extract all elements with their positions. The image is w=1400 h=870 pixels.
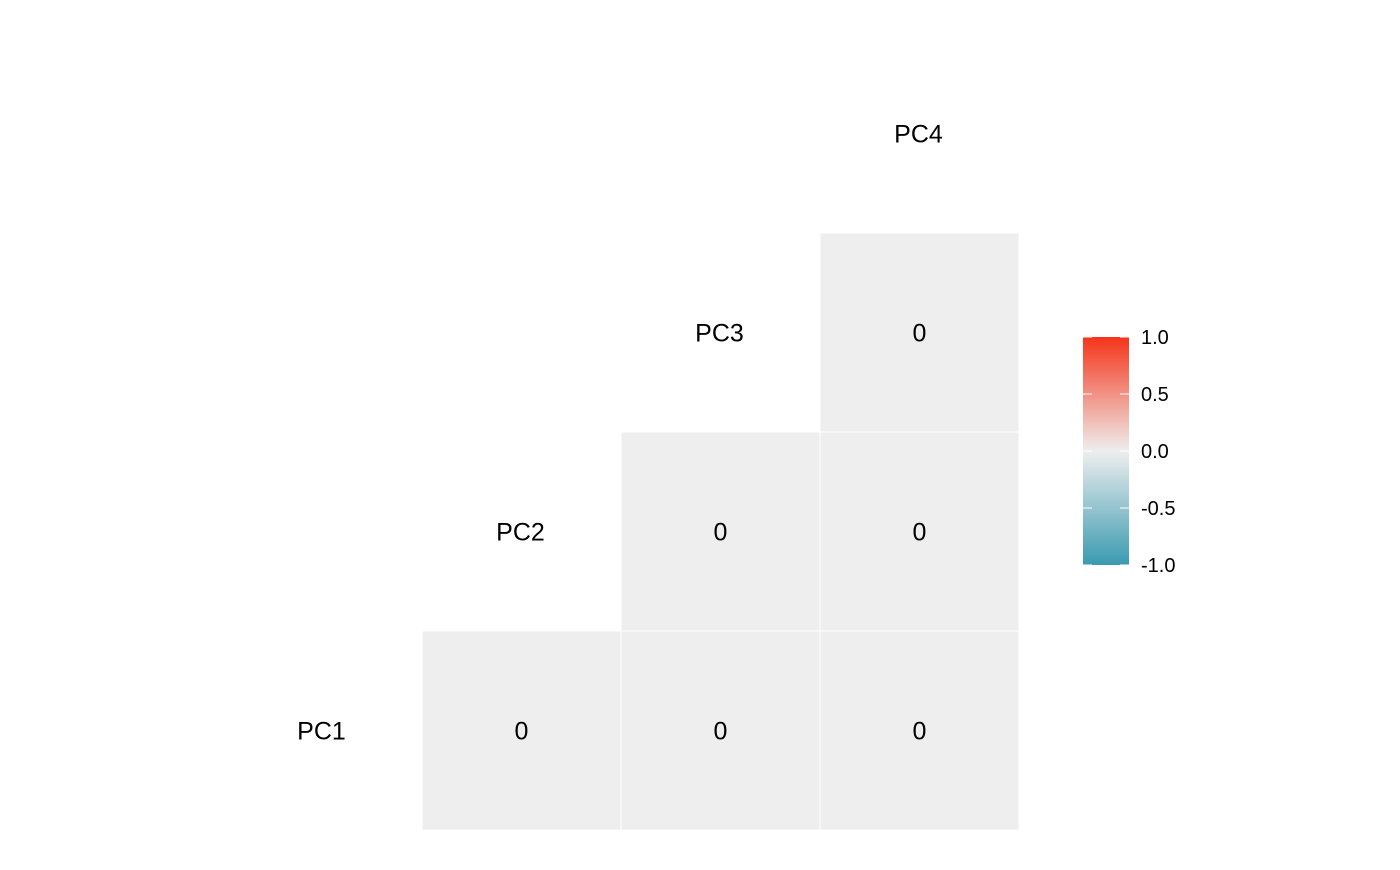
legend-tick-label: 0.5 (1141, 384, 1169, 406)
legend-tick-label: 0.0 (1141, 441, 1169, 463)
variable-label-pc3: PC3 (695, 319, 744, 347)
variable-label-pc1: PC1 (297, 717, 346, 745)
color-legend: 1.0 0.5 0.0 -0.5 -1.0 (1083, 327, 1175, 577)
heatmap-cell-pc1-pc3 (620, 630, 821, 831)
heatmap-cell-pc1-pc2 (421, 630, 622, 831)
variable-label-pc4: PC4 (894, 120, 943, 148)
variable-labels: PC1 PC2 PC3 PC4 (297, 120, 943, 745)
heatmap-cell-pc3-pc4 (819, 232, 1020, 433)
heatmap-cell-pc1-pc4 (819, 630, 1020, 831)
heatmap-cell-pc2-pc3 (620, 431, 821, 632)
heatmap-cell-pc2-pc4 (819, 431, 1020, 632)
cell-value-label: 0 (913, 518, 927, 546)
cell-value-label: 0 (913, 319, 927, 347)
variable-label-pc2: PC2 (496, 518, 545, 546)
legend-tick-label: -0.5 (1141, 498, 1175, 520)
legend-tick-label: 1.0 (1141, 327, 1169, 349)
legend-tick-label: -1.0 (1141, 555, 1175, 577)
cell-value-label: 0 (913, 717, 927, 745)
cell-value-label: 0 (515, 717, 529, 745)
cell-value-label: 0 (714, 518, 728, 546)
cell-value-label: 0 (714, 717, 728, 745)
heatmap-cells: 0 0 0 0 0 0 (421, 232, 1020, 831)
